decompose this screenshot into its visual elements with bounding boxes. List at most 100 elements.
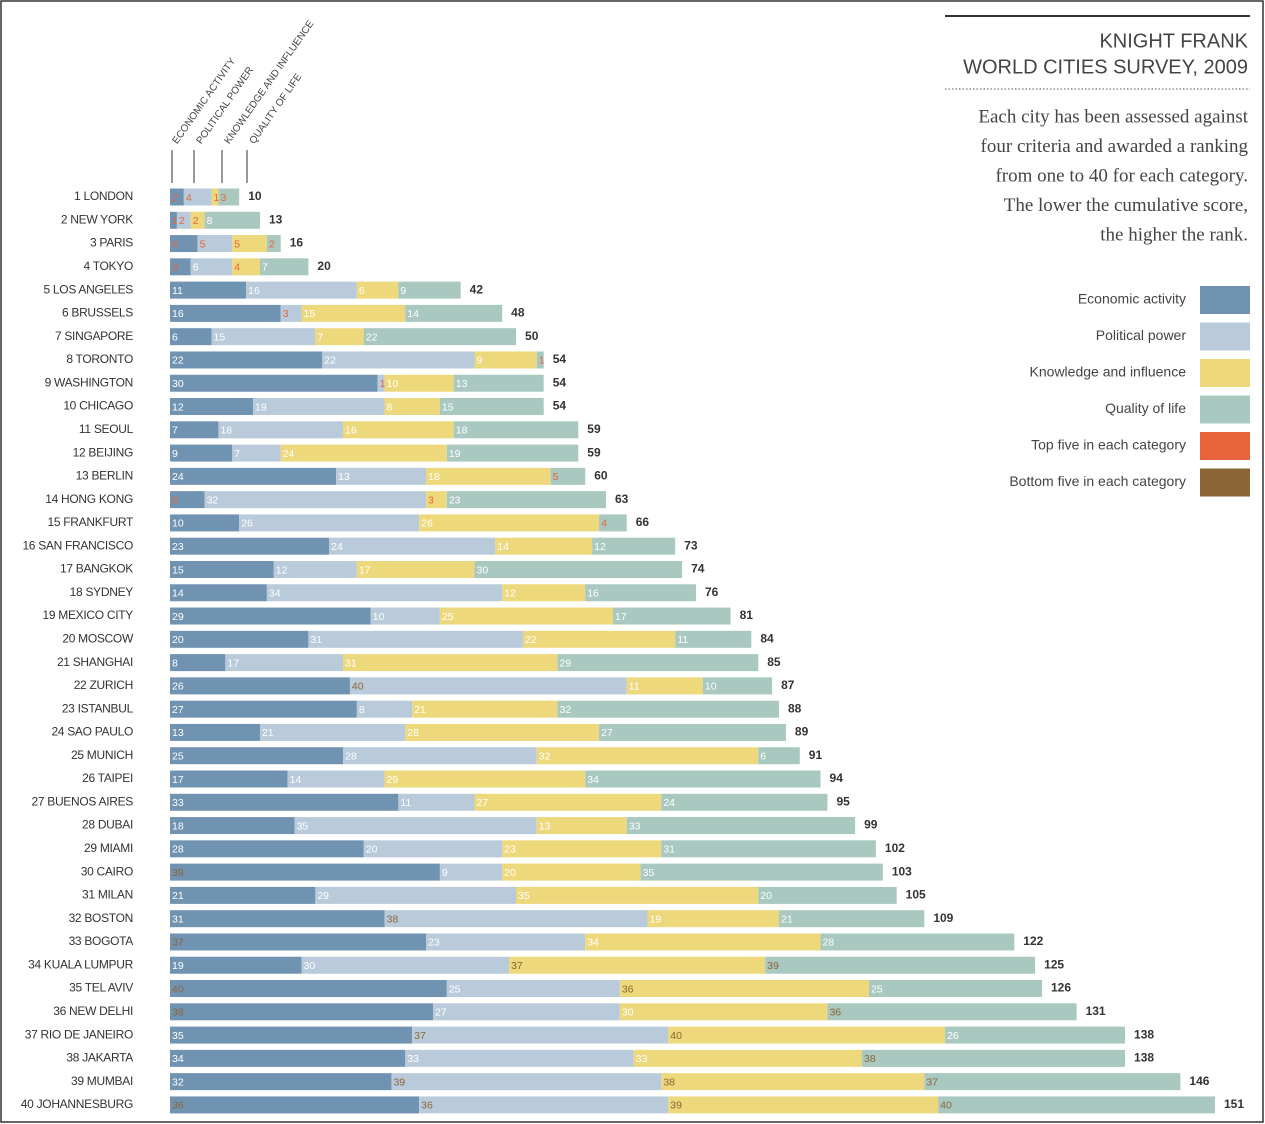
segment-label: 3: [172, 262, 178, 274]
description-line: The lower the cumulative score,: [1004, 195, 1248, 216]
bar-segment: [384, 398, 440, 416]
bar-segment: [356, 560, 475, 578]
bar-segment: [170, 328, 212, 346]
bar-segment: [232, 444, 281, 462]
total-label: 99: [864, 818, 878, 832]
segment-label: 4: [601, 518, 607, 530]
total-label: 89: [795, 725, 809, 739]
bar-segment: [633, 1049, 863, 1067]
description-line: the higher the rank.: [1100, 224, 1248, 245]
bar-segment: [405, 1049, 634, 1067]
bar-segment: [363, 840, 503, 858]
bar-segment: [426, 467, 551, 485]
total-label: 76: [705, 585, 719, 599]
category-label: 9 WASHINGTON: [45, 375, 133, 389]
bar-segment: [938, 1096, 1215, 1114]
segment-label: 28: [823, 937, 835, 949]
segment-label: 5: [200, 238, 206, 250]
bar-segment: [349, 677, 627, 695]
category-label: 23 ISTANBUL: [62, 701, 134, 715]
segment-label: 24: [283, 448, 295, 460]
segment-label: 33: [629, 820, 641, 832]
bar-segment: [280, 444, 447, 462]
bar-segment: [536, 747, 759, 765]
bar-segment: [412, 1026, 669, 1044]
segment-label: 24: [331, 541, 343, 553]
bar-segment: [384, 374, 454, 392]
bar-segment: [557, 700, 780, 718]
segment-label: 16: [172, 308, 184, 320]
bar-segment: [702, 677, 773, 695]
bar-segment: [170, 700, 357, 718]
segment-label: 25: [172, 751, 184, 763]
segment-label: 17: [227, 657, 239, 669]
bar-segment: [827, 1003, 1077, 1021]
segment-label: 1: [214, 192, 220, 204]
segment-label: 39: [172, 867, 184, 879]
segment-label: 8: [359, 704, 365, 716]
category-label: 14 HONG KONG: [45, 492, 133, 506]
segment-label: 32: [207, 494, 219, 506]
category-label: 8 TORONTO: [66, 352, 133, 366]
bar-segment: [239, 514, 420, 532]
segment-label: 4: [172, 238, 178, 250]
segment-label: 9: [442, 867, 448, 879]
segment-label: 40: [940, 1100, 952, 1112]
segment-label: 5: [234, 238, 240, 250]
bar-segment: [675, 630, 752, 648]
bar-segment: [426, 933, 586, 951]
segment-label: 18: [220, 425, 232, 437]
segment-label: 29: [172, 611, 184, 623]
bar-segment: [432, 1003, 620, 1021]
segment-label: 27: [435, 1007, 447, 1019]
bar-segment: [170, 235, 198, 253]
category-label: 21 SHANGHAI: [57, 655, 133, 669]
segment-label: 18: [172, 820, 184, 832]
total-label: 87: [781, 678, 795, 692]
bar-segment: [502, 863, 641, 881]
bar-segment: [170, 514, 240, 532]
segment-label: 25: [871, 983, 883, 995]
segment-label: 35: [643, 867, 655, 879]
bar-segment: [170, 584, 267, 602]
bar-segment: [758, 747, 800, 765]
segment-label: 25: [449, 983, 461, 995]
segment-label: 23: [172, 541, 184, 553]
category-label: 34 KUALA LUMPUR: [28, 957, 134, 971]
segment-label: 40: [172, 983, 184, 995]
segment-label: 19: [172, 960, 184, 972]
bar-segment: [336, 467, 427, 485]
total-label: 131: [1086, 1004, 1106, 1018]
segment-label: 24: [172, 471, 184, 483]
bar-segment: [170, 886, 316, 904]
total-label: 95: [836, 794, 850, 808]
category-label: 11 SEOUL: [79, 422, 134, 436]
segment-label: 3: [428, 494, 434, 506]
bar-segment: [170, 723, 260, 741]
total-label: 16: [290, 236, 304, 250]
category-label: 29 MIAMI: [84, 841, 133, 855]
total-label: 84: [760, 631, 774, 645]
segment-label: 32: [172, 1076, 184, 1088]
segment-label: 20: [172, 634, 184, 646]
legend-label: Quality of life: [1105, 400, 1186, 416]
segment-label: 37: [511, 960, 523, 972]
segment-label: 6: [193, 262, 199, 274]
segment-label: 3: [283, 308, 289, 320]
bar-segment: [862, 1049, 1126, 1067]
total-label: 20: [317, 259, 331, 273]
segment-label: 29: [560, 657, 572, 669]
segment-label: 7: [172, 425, 178, 437]
segment-label: 16: [248, 285, 260, 297]
total-label: 48: [511, 306, 525, 320]
segment-label: 34: [587, 774, 599, 786]
bar-segment: [343, 654, 558, 672]
bar-segment: [170, 560, 274, 578]
bar-segment: [170, 467, 337, 485]
bar-segment: [170, 1026, 413, 1044]
bar-segment: [612, 607, 731, 625]
description-line: from one to 40 for each category.: [995, 165, 1248, 186]
segment-label: 34: [172, 1053, 184, 1065]
category-label: 19 MEXICO CITY: [43, 608, 134, 622]
